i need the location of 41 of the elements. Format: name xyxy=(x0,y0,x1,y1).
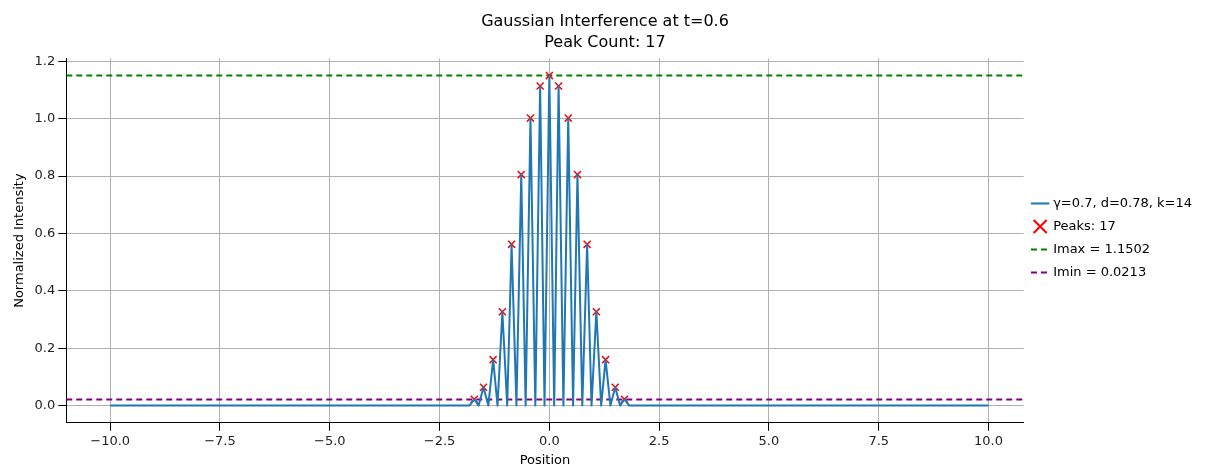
x-tick-label: 10.0 xyxy=(974,432,1003,448)
point xyxy=(469,394,479,404)
point xyxy=(554,81,563,91)
x-tick-label: −10.0 xyxy=(90,432,131,448)
y-tick-label: 0.8 xyxy=(34,167,56,183)
x-tick-label: 2.5 xyxy=(648,432,670,448)
x-tick-label: −7.5 xyxy=(204,432,236,448)
x-axis-title: Position xyxy=(519,451,571,467)
y-tick-label: 0.4 xyxy=(34,282,56,298)
point xyxy=(592,307,601,317)
chart-title: Gaussian Interference at t=0.6 xyxy=(481,10,729,30)
y-tick-label: 1.0 xyxy=(34,110,56,126)
point xyxy=(610,382,620,392)
y-tick-label: 0.6 xyxy=(34,224,56,240)
point xyxy=(601,355,610,364)
legend-label: Imax = 1.1502 xyxy=(1053,240,1150,256)
point xyxy=(479,382,488,392)
y-tick-label: 1.2 xyxy=(34,52,56,68)
point xyxy=(498,307,507,317)
legend-label: γ=0.7, d=0.78, k=14 xyxy=(1053,194,1192,210)
y-axis-title: Normalized Intensity xyxy=(11,173,27,308)
point xyxy=(535,81,545,91)
point xyxy=(582,240,592,249)
x-tick-label: 5.0 xyxy=(758,432,780,448)
x-tick-label: 0.0 xyxy=(539,432,560,448)
legend-label: Peaks: 17 xyxy=(1053,217,1116,233)
point xyxy=(545,71,554,80)
y-tick-label: 0.0 xyxy=(34,396,56,412)
legend-label: Imin = 0.0213 xyxy=(1053,263,1147,279)
point xyxy=(488,355,498,364)
y-tick-label: 0.2 xyxy=(34,339,56,355)
point xyxy=(573,170,582,179)
x-tick-label: 7.5 xyxy=(868,432,890,448)
point xyxy=(620,394,629,404)
point xyxy=(526,113,535,123)
point xyxy=(563,113,573,123)
point xyxy=(507,240,516,249)
x-tick-label: −2.5 xyxy=(423,432,456,448)
point xyxy=(516,170,526,179)
chart-subtitle: Peak Count: 17 xyxy=(544,31,666,51)
x-tick-label: −5.0 xyxy=(313,432,346,448)
